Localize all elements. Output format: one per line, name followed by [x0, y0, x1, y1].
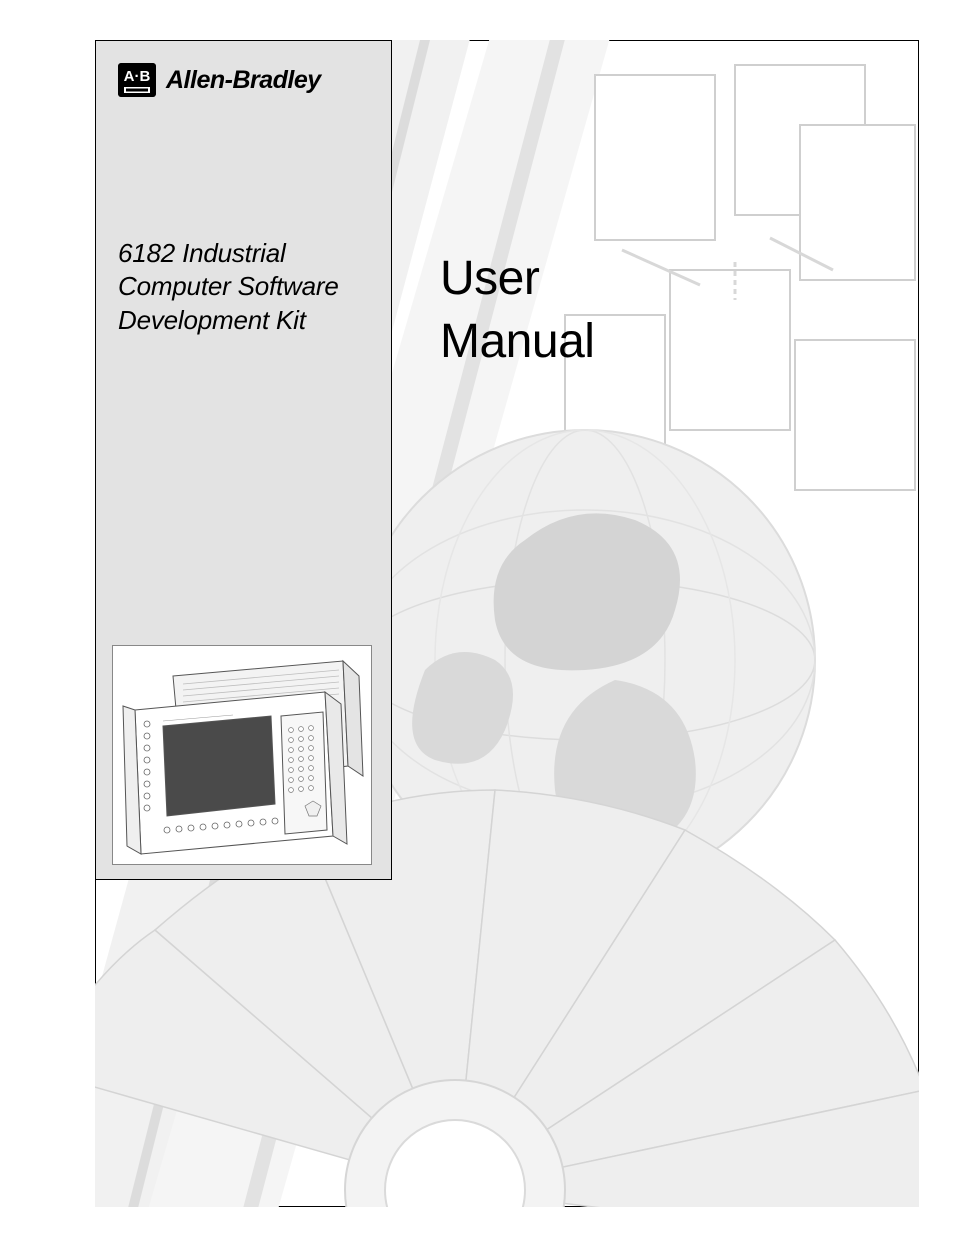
document-type: User Manual — [440, 247, 594, 374]
product-title-line3: Development Kit — [118, 304, 379, 337]
svg-text:A·B: A·B — [124, 68, 151, 85]
ab-logo-icon: A·B — [118, 63, 156, 97]
doc-type-line1: User — [440, 247, 594, 310]
brand-name: Allen-Bradley — [166, 66, 321, 95]
doc-type-line2: Manual — [440, 310, 594, 373]
brand-row: A·B Allen-Bradley — [118, 63, 379, 97]
product-illustration — [112, 645, 372, 865]
product-title-line2: Computer Software — [118, 270, 379, 303]
title-panel: A·B Allen-Bradley 6182 Industrial Comput… — [95, 40, 392, 880]
product-title: 6182 Industrial Computer Software Develo… — [118, 237, 379, 337]
product-title-line1: 6182 Industrial — [118, 237, 379, 270]
